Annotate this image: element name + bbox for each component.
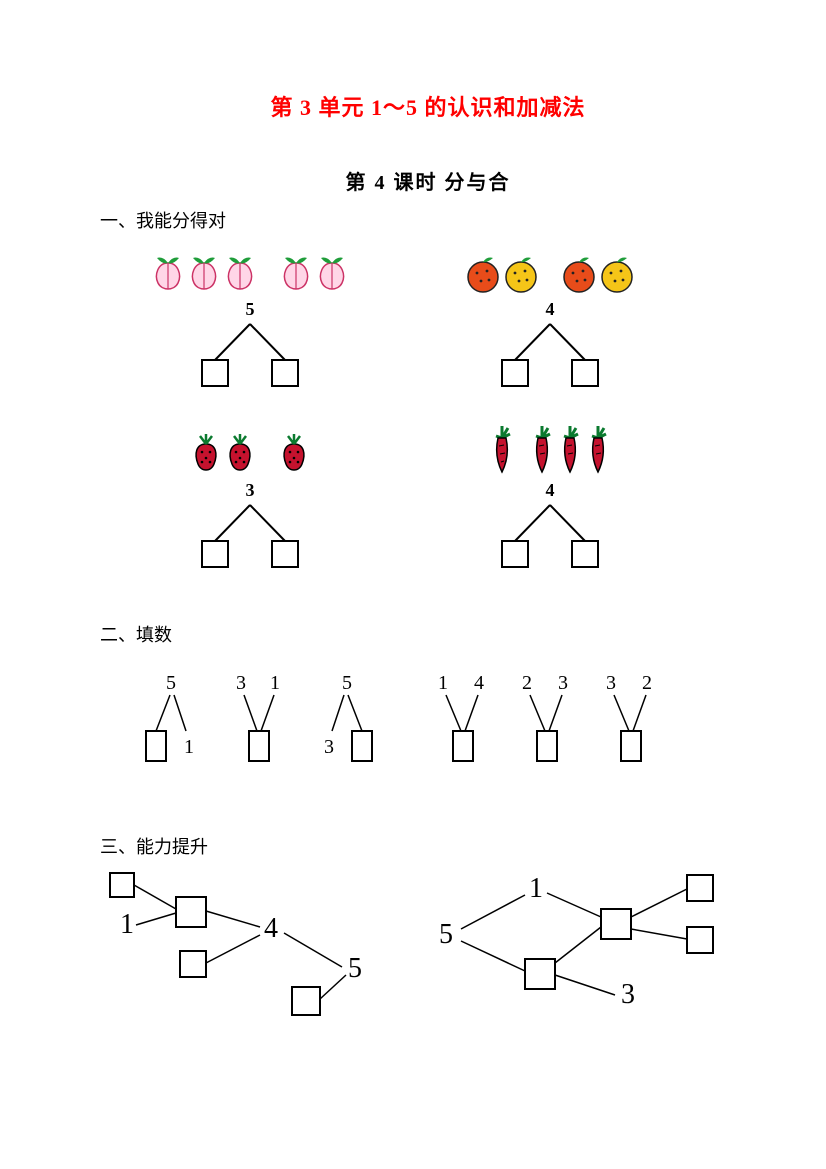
section2-row: 5 1 3 1 5: [140, 673, 756, 769]
peach-icon: [279, 253, 313, 293]
s3-right: 5 1 3: [433, 867, 756, 1032]
s1-peach-cell: 5: [110, 243, 390, 390]
td3-left: 3: [324, 736, 334, 758]
berry-group-1: [190, 432, 256, 474]
s3l-five: 5: [348, 953, 362, 984]
carrot-icon: [529, 422, 555, 474]
peach-group-1: [151, 253, 257, 293]
peach-group-2: [279, 253, 349, 293]
carrot-total: 4: [410, 480, 690, 501]
tree-up-3: 3 2: [596, 673, 666, 769]
orange-icon: [561, 253, 597, 293]
berry-split: [180, 501, 320, 571]
berry-total: 3: [110, 480, 390, 501]
peach-icon: [223, 253, 257, 293]
td3-top: 5: [342, 673, 352, 694]
section1-row-2: 3: [100, 424, 756, 571]
td1-right: 1: [184, 736, 194, 758]
s3-left: 1 4 5: [100, 867, 423, 1032]
orange-icon: [503, 253, 539, 293]
tree-down-3: 5 3: [308, 673, 378, 769]
section2-heading: 二、填数: [100, 621, 756, 647]
tu1-r: 4: [474, 673, 484, 694]
tu3-r: 2: [642, 673, 652, 694]
tu1-l: 1: [438, 673, 448, 694]
tu2-r: 3: [558, 673, 568, 694]
strawberry-icon: [224, 432, 256, 474]
page-title: 第 3 单元 1～5 的认识和加减法: [100, 90, 756, 122]
s3r-three: 3: [621, 979, 635, 1010]
tree-down-2: 3 1: [224, 673, 294, 769]
peach-total: 5: [110, 299, 390, 320]
td2-r: 1: [270, 673, 280, 694]
orange-split: [480, 320, 620, 390]
s1-berry-cell: 3: [110, 424, 390, 571]
td1-top: 5: [166, 673, 176, 694]
carrot-icon: [489, 422, 515, 474]
tree-up-1: 1 4: [428, 673, 498, 769]
td2-l: 3: [236, 673, 246, 694]
orange-icon: [599, 253, 635, 293]
orange-total: 4: [410, 299, 690, 320]
carrot-icon: [585, 422, 611, 474]
orange-group-1: [465, 253, 539, 293]
tu2-l: 2: [522, 673, 532, 694]
tree-up-2: 2 3: [512, 673, 582, 769]
orange-icon: [465, 253, 501, 293]
carrot-icon: [557, 422, 583, 474]
orange-group-2: [561, 253, 635, 293]
berry-group-2: [278, 432, 310, 474]
section3-heading: 三、能力提升: [100, 833, 756, 859]
carrot-group-1: [489, 422, 515, 474]
s3l-four: 4: [264, 913, 278, 944]
tree-down-1: 5 1: [140, 673, 210, 769]
carrot-group-2: [529, 422, 611, 474]
s3-left-diagram: 1 4 5: [100, 867, 420, 1027]
section1-heading: 一、我能分得对: [100, 207, 756, 233]
s3r-five: 5: [439, 919, 453, 950]
peach-icon: [187, 253, 221, 293]
s1-orange-cell: 4: [410, 243, 690, 390]
s2-down-group: 5 1 3 1 5: [140, 673, 378, 769]
s2-up-group: 1 4 2 3 3 2: [428, 673, 666, 769]
s1-carrot-cell: 4: [410, 424, 690, 571]
peach-split: [180, 320, 320, 390]
s3-right-diagram: 5 1 3: [433, 867, 753, 1027]
peach-icon: [315, 253, 349, 293]
peach-icon: [151, 253, 185, 293]
orange-icons: [410, 243, 690, 293]
s3l-one: 1: [120, 909, 134, 940]
section3-row: 1 4 5: [100, 867, 756, 1032]
strawberry-icon: [190, 432, 222, 474]
carrot-split: [480, 501, 620, 571]
peach-icons: [110, 243, 390, 293]
section1-row-1: 5: [100, 243, 756, 390]
berry-icons: [110, 424, 390, 474]
strawberry-icon: [278, 432, 310, 474]
s3r-one: 1: [529, 873, 543, 904]
page-subtitle: 第 4 课时 分与合: [100, 166, 756, 195]
carrot-icons: [410, 424, 690, 474]
tu3-l: 3: [606, 673, 616, 694]
